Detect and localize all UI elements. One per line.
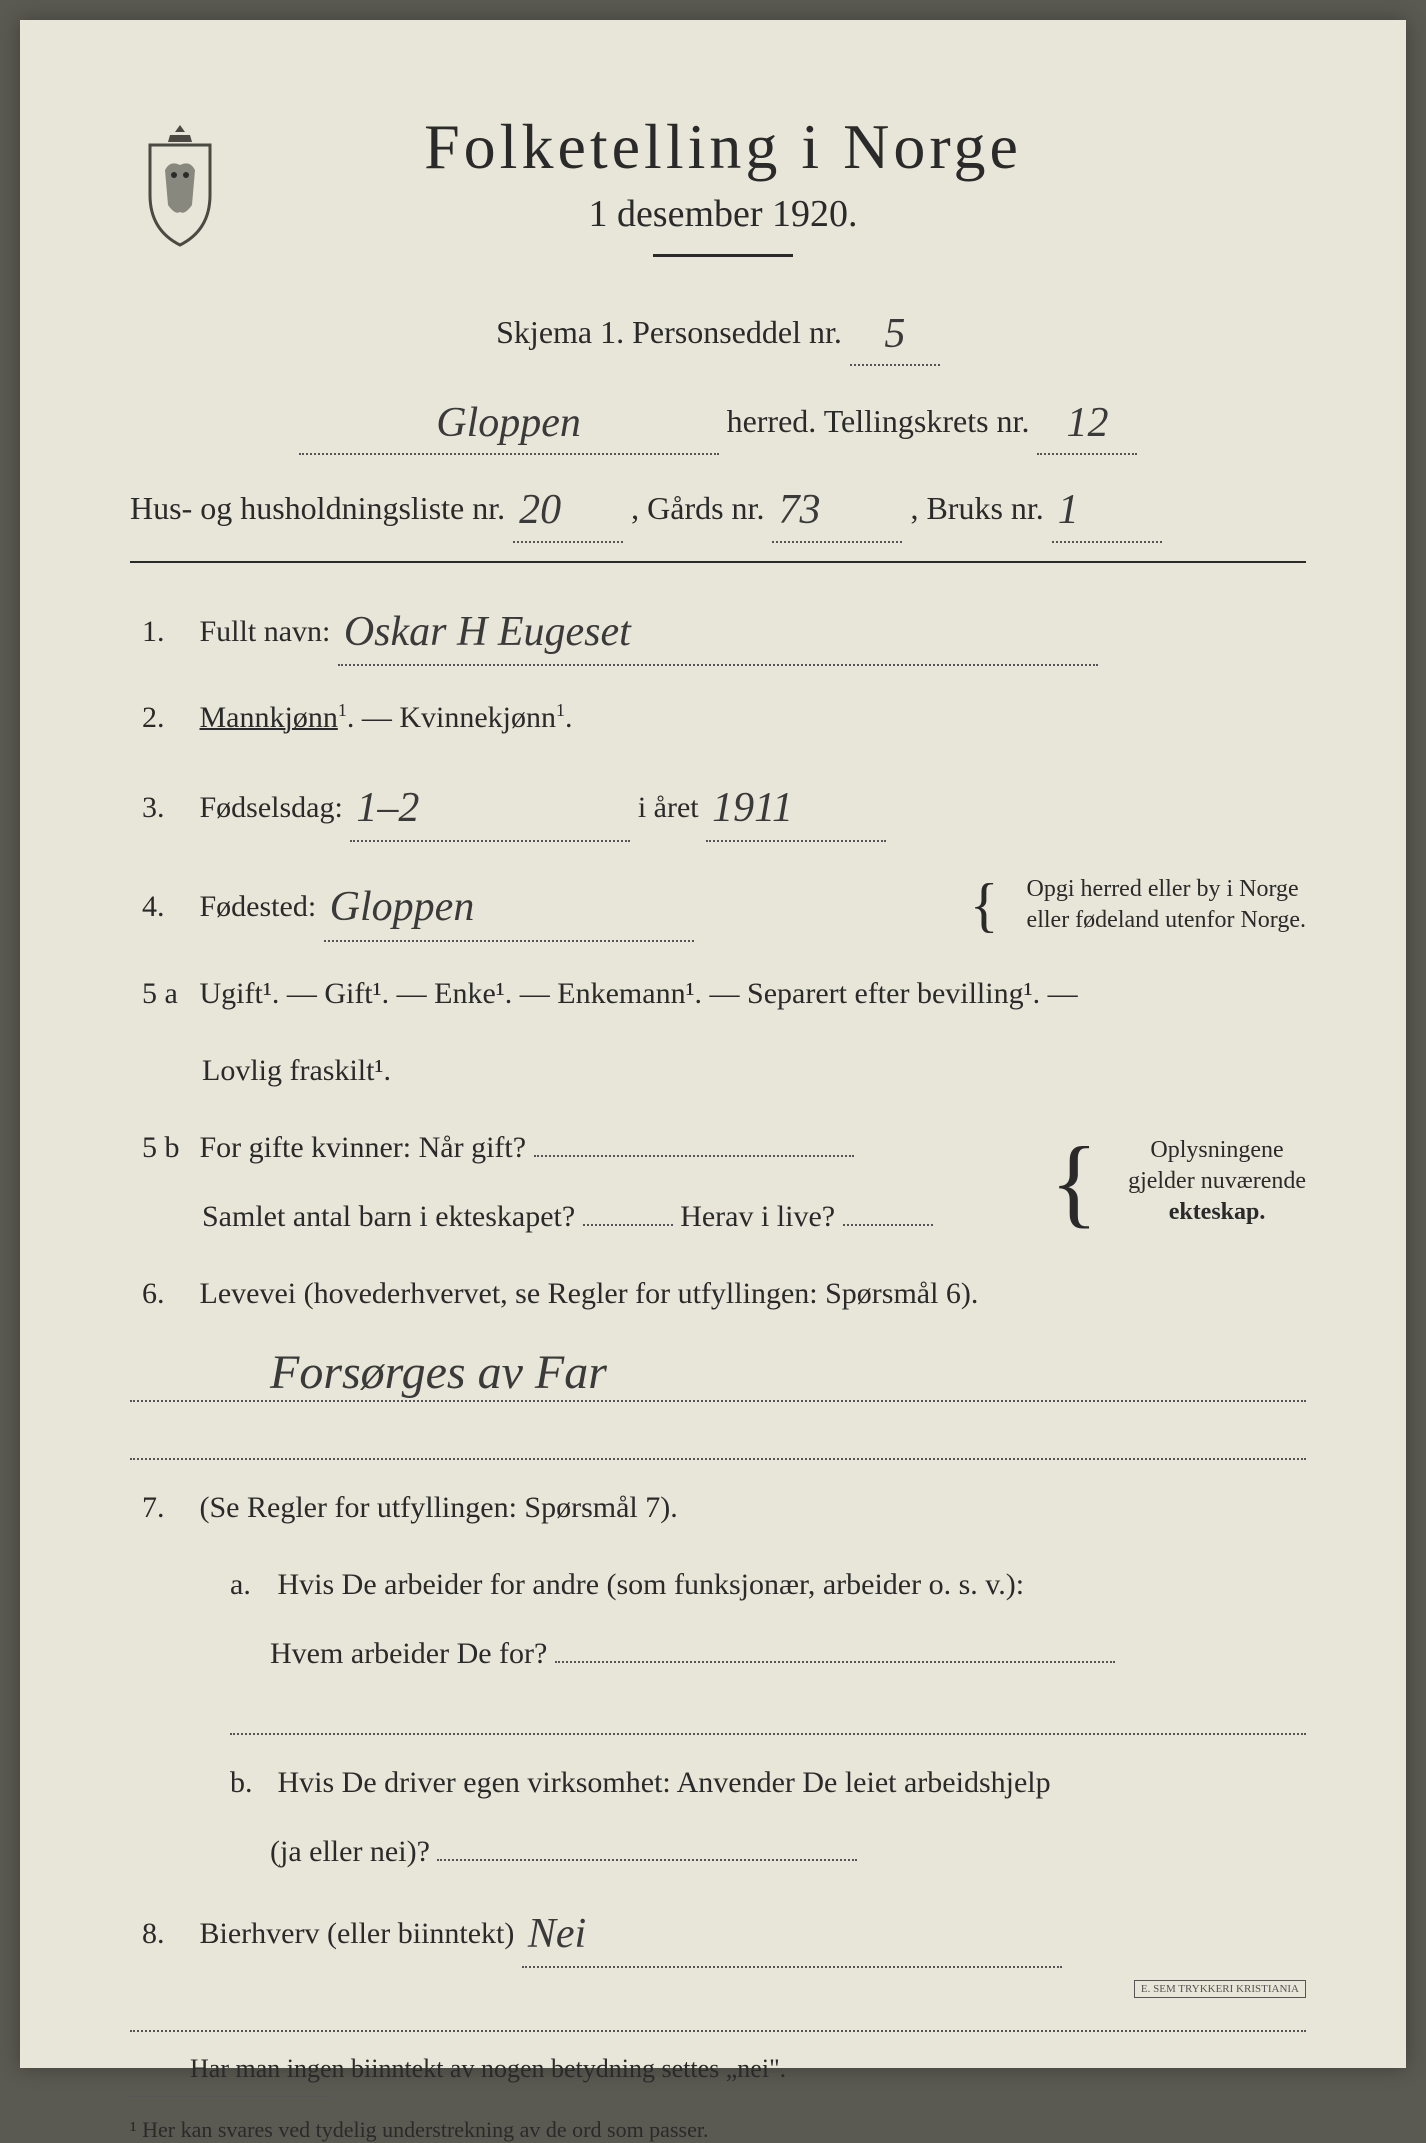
- q5a-line: 5 a Ugift¹. — Gift¹. — Enke¹. — Enkemann…: [130, 968, 1306, 1019]
- q5b-block: 5 b For gifte kvinner: Når gift? Samlet …: [130, 1122, 1306, 1242]
- q5a-text2: Lovlig fraskilt¹.: [202, 1054, 391, 1087]
- q1-num: 1.: [142, 606, 192, 657]
- q4-num: 4.: [142, 881, 192, 932]
- q3-label: Fødselsdag:: [200, 791, 343, 824]
- q5b-barn-blank: [583, 1224, 673, 1226]
- q5a-text: Ugift¹. — Gift¹. — Enke¹. — Enkemann¹. —…: [200, 977, 1078, 1010]
- hus-line: Hus- og husholdningsliste nr. 20 , Gårds…: [130, 473, 1306, 542]
- hus-label: Hus- og husholdningsliste nr.: [130, 490, 505, 526]
- q4-left: 4. Fødested: Gloppen: [142, 868, 970, 941]
- q3-year-label: i året: [638, 791, 699, 824]
- q3-year: 1911: [706, 769, 886, 842]
- q6-line: 6. Levevei (hovederhvervet, se Regler fo…: [130, 1268, 1306, 1319]
- q7b-line2: (ja eller nei)?: [130, 1826, 1306, 1877]
- q7a-line: a. Hvis De arbeider for andre (som funks…: [130, 1559, 1306, 1610]
- q1-line: 1. Fullt navn: Oskar H Eugeset: [130, 593, 1306, 666]
- q2-line: 2. Mannkjønn1. — Kvinnekjønn1.: [130, 692, 1306, 743]
- q4-note: Opgi herred eller by i Norge eller fødel…: [1027, 874, 1306, 936]
- title-rule: [653, 254, 793, 257]
- q7a-blank: [555, 1661, 1115, 1663]
- q5b-l2: Samlet antal barn i ekteskapet? Herav i …: [142, 1191, 1050, 1242]
- title-block: Folketelling i Norge 1 desember 1920.: [260, 110, 1306, 257]
- q5b-gift-blank: [534, 1155, 854, 1157]
- q4-line: 4. Fødested: Gloppen { Opgi herred eller…: [130, 868, 1306, 941]
- q7a-line2: Hvem arbeider De for?: [130, 1628, 1306, 1679]
- q5b-note: Oplysningene gjelder nuværende ekteskap.: [1128, 1135, 1306, 1229]
- q7a-blank2: [230, 1697, 1306, 1735]
- gards-nr: 73: [772, 473, 902, 542]
- q5b-left: 5 b For gifte kvinner: Når gift? Samlet …: [142, 1122, 1050, 1242]
- q7a-label2: Hvem arbeider De for?: [270, 1637, 547, 1670]
- q4-value: Gloppen: [324, 868, 694, 941]
- bruks-nr: 1: [1052, 473, 1162, 542]
- q6-label: Levevei (hovederhvervet, se Regler for u…: [200, 1277, 979, 1310]
- q2-num: 2.: [142, 692, 192, 743]
- q7-label: (Se Regler for utfyllingen: Spørsmål 7).: [200, 1491, 678, 1524]
- bruks-label: , Bruks nr.: [910, 490, 1043, 526]
- printer-mark: E. SEM TRYKKERI KRISTIANIA: [1134, 1980, 1306, 1998]
- q7a-label: Hvis De arbeider for andre (som funksjon…: [278, 1568, 1025, 1601]
- q8-label: Bierhverv (eller biinntekt): [200, 1917, 515, 1950]
- q1-value: Oskar H Eugeset: [338, 593, 1098, 666]
- q3-day: 1–2: [350, 769, 630, 842]
- skjema-label: Skjema 1. Personseddel nr.: [496, 314, 842, 350]
- q5a-line2: Lovlig fraskilt¹.: [130, 1045, 1306, 1096]
- q5b-l1: 5 b For gifte kvinner: Når gift?: [142, 1122, 1050, 1173]
- q8-value: Nei: [522, 1895, 1062, 1968]
- skjema-line: Skjema 1. Personseddel nr. 5: [130, 297, 1306, 366]
- census-form-page: Folketelling i Norge 1 desember 1920. Sk…: [20, 20, 1406, 2068]
- note8: Har man ingen biinntekt av nogen betydni…: [130, 2054, 1306, 2084]
- footnote-rule: [130, 2096, 330, 2097]
- q6-blank2: [130, 1422, 1306, 1460]
- q4-label: Fødested:: [200, 890, 317, 923]
- q5a-num: 5 a: [142, 968, 192, 1019]
- q7b-line: b. Hvis De driver egen virksomhet: Anven…: [130, 1757, 1306, 1808]
- q3-num: 3.: [142, 782, 192, 833]
- q8-blank2: [130, 1994, 1306, 2032]
- q7b-letter: b.: [230, 1757, 270, 1808]
- q5b-live-blank: [843, 1224, 933, 1226]
- coat-of-arms: [130, 120, 230, 250]
- q7-num: 7.: [142, 1482, 192, 1533]
- q3-line: 3. Fødselsdag: 1–2 i året 1911: [130, 769, 1306, 842]
- q2-mann: Mannkjønn: [200, 701, 338, 734]
- q7b-label2: (ja eller nei)?: [270, 1835, 430, 1868]
- crest-svg: [130, 120, 230, 250]
- q7a-letter: a.: [230, 1559, 270, 1610]
- q7b-blank: [437, 1859, 857, 1861]
- brace-icon: {: [970, 887, 999, 923]
- personseddel-nr: 5: [850, 297, 940, 366]
- q7b-label: Hvis De driver egen virksomhet: Anvender…: [278, 1766, 1051, 1799]
- section-rule-1: [130, 561, 1306, 563]
- q7-line: 7. (Se Regler for utfyllingen: Spørsmål …: [130, 1482, 1306, 1533]
- page-title: Folketelling i Norge: [260, 110, 1186, 184]
- header: Folketelling i Norge 1 desember 1920.: [130, 110, 1306, 257]
- brace-icon-2: {: [1050, 1142, 1098, 1222]
- q8-num: 8.: [142, 1908, 192, 1959]
- q1-label: Fullt navn:: [200, 615, 331, 648]
- q2-kvinne: — Kvinnekjønn: [362, 701, 556, 734]
- q6-num: 6.: [142, 1268, 192, 1319]
- footnote: ¹ Her kan svares ved tydelig understrekn…: [130, 2117, 1306, 2143]
- q5b-num: 5 b: [142, 1122, 192, 1173]
- herred-line: Gloppen herred. Tellingskrets nr. 12: [130, 386, 1306, 455]
- page-subtitle: 1 desember 1920.: [260, 192, 1186, 236]
- tellingskrets-nr: 12: [1037, 386, 1137, 455]
- herred-label: herred. Tellingskrets nr.: [727, 403, 1030, 439]
- q8-line: 8. Bierhverv (eller biinntekt) Nei: [130, 1895, 1306, 1968]
- q6-value: Forsørges av Far: [130, 1345, 1306, 1402]
- hus-nr: 20: [513, 473, 623, 542]
- herred-value: Gloppen: [299, 386, 719, 455]
- gards-label: , Gårds nr.: [631, 490, 764, 526]
